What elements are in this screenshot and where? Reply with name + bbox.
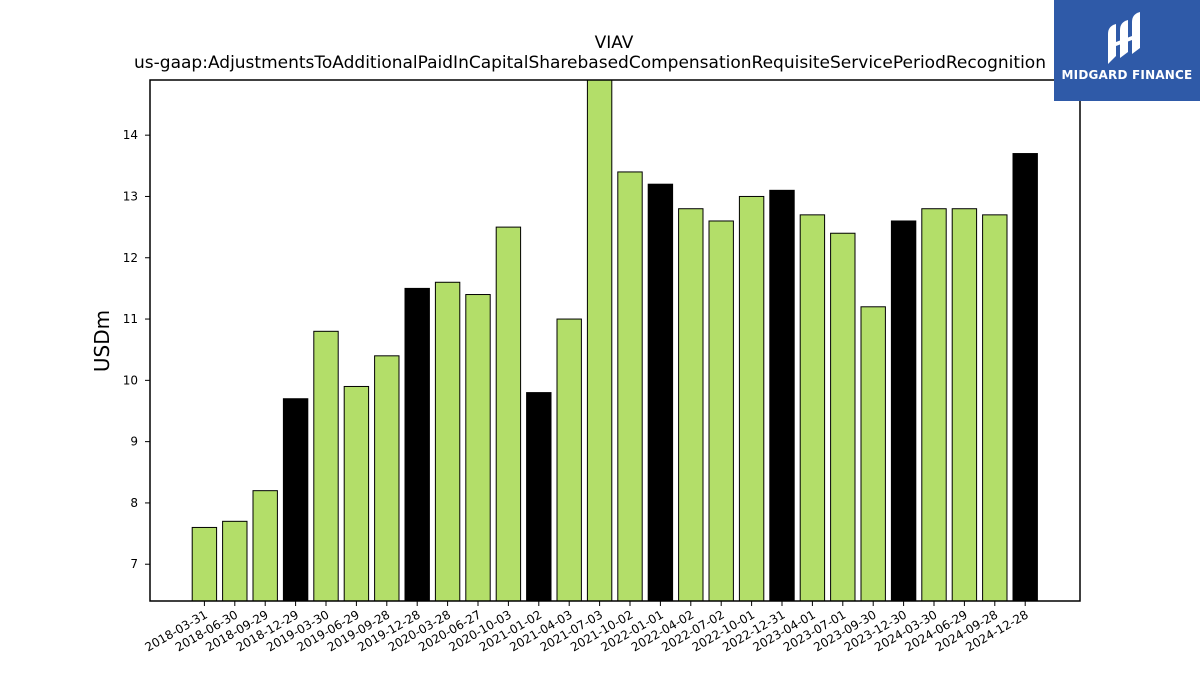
bar-2024-09-28 xyxy=(982,214,1008,602)
bar-2022-01-01 xyxy=(647,183,674,602)
y-tick-label-10: 10 xyxy=(123,373,138,387)
y-tick-label-13: 13 xyxy=(123,189,138,203)
chart-title: VIAV xyxy=(595,33,634,53)
midgard-finance-logo: MIDGARD FINANCE xyxy=(1054,0,1200,101)
bar-2024-12-28 xyxy=(1012,153,1038,602)
y-axis-label: USDm xyxy=(90,310,114,372)
bar-2019-06-29 xyxy=(343,385,370,602)
bar-2020-06-27 xyxy=(465,294,491,602)
x-axis: 2018-03-312018-06-302018-09-292018-12-29… xyxy=(142,601,1031,654)
bar-2021-10-02 xyxy=(617,171,643,602)
y-tick-label-14: 14 xyxy=(123,128,138,142)
bar-2023-04-01 xyxy=(799,214,826,602)
bar-2019-09-28 xyxy=(374,355,400,602)
bar-2024-06-29 xyxy=(951,208,978,602)
bar-2019-03-30 xyxy=(313,330,339,602)
bar-2022-07-02 xyxy=(708,220,734,602)
bar-2018-09-29 xyxy=(252,490,278,602)
midgard-logo-icon xyxy=(1108,12,1140,64)
bar-2023-12-30 xyxy=(890,220,917,602)
y-tick-label-9: 9 xyxy=(130,435,138,449)
chart-subtitle: us-gaap:AdjustmentsToAdditionalPaidInCap… xyxy=(134,53,1046,73)
bar-2019-12-28 xyxy=(404,287,430,602)
logo-text: MIDGARD FINANCE xyxy=(1061,68,1193,82)
plot-frame xyxy=(149,79,1081,602)
y-axis: 7 8 9 10 11 12 13 14 xyxy=(123,128,150,571)
bar-2020-03-28 xyxy=(434,281,461,602)
y-tick-label-8: 8 xyxy=(130,496,138,510)
bar-2021-01-02 xyxy=(526,392,552,602)
bar-2024-03-30 xyxy=(921,208,947,602)
bar-2018-12-29 xyxy=(282,398,309,602)
bar-2020-10-03 xyxy=(495,226,522,602)
bar-2023-09-30 xyxy=(860,306,886,602)
bar-2018-06-30 xyxy=(222,520,248,602)
bar-2021-07-03 xyxy=(586,79,613,602)
bar-2023-07-01 xyxy=(830,232,856,602)
bar-2022-12-31 xyxy=(769,189,795,602)
bars-group xyxy=(191,79,1038,602)
bar-2022-10-01 xyxy=(738,195,765,602)
bar-2021-04-03 xyxy=(556,318,582,602)
y-tick-label-7: 7 xyxy=(130,557,138,571)
y-tick-label-11: 11 xyxy=(123,312,138,326)
bar-2022-04-02 xyxy=(678,208,704,602)
y-tick-label-12: 12 xyxy=(123,251,138,265)
bar-2018-03-31 xyxy=(191,526,218,602)
